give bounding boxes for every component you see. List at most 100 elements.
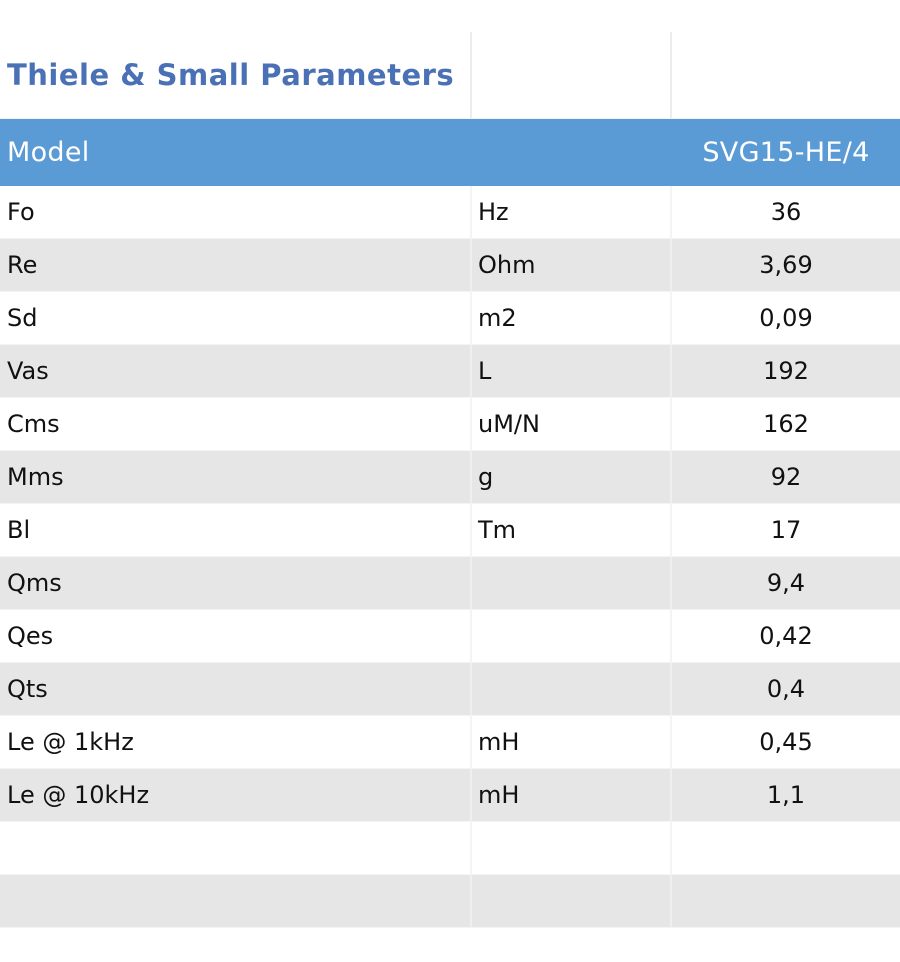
param-name: Bl: [7, 516, 31, 544]
param-unit: m2: [478, 304, 517, 332]
header-model-value: SVG15-HE/4: [702, 137, 870, 168]
empty-cell: [472, 875, 672, 927]
param-value: 0,4: [766, 675, 806, 703]
table-title: Thiele & Small Parameters: [7, 58, 455, 92]
param-unit: Hz: [478, 198, 509, 226]
unit-cell: Ohm: [472, 239, 672, 291]
unit-cell: Hz: [472, 186, 672, 238]
param-cell: Qes: [0, 610, 472, 662]
param-value: 162: [763, 410, 809, 438]
param-unit: Ohm: [478, 251, 536, 279]
param-cell: Mms: [0, 451, 472, 503]
value-cell: 92: [672, 451, 900, 503]
param-cell: Re: [0, 239, 472, 291]
param-value: 92: [770, 463, 802, 491]
unit-cell: m2: [472, 292, 672, 344]
param-value: 1,1: [766, 781, 806, 809]
table-row: Vas L 192: [0, 345, 900, 398]
table-row: Cms uM/N 162: [0, 398, 900, 451]
param-value: 0,09: [759, 304, 813, 332]
unit-cell: L: [472, 345, 672, 397]
unit-cell: mH: [472, 769, 672, 821]
value-cell: 17: [672, 504, 900, 556]
param-value: 17: [770, 516, 802, 544]
unit-cell: Tm: [472, 504, 672, 556]
empty-row: [0, 875, 900, 928]
empty-cell: [0, 822, 472, 874]
value-cell: 0,45: [672, 716, 900, 768]
param-unit: mH: [478, 728, 520, 756]
unit-cell: [472, 663, 672, 715]
table-row: Mms g 92: [0, 451, 900, 504]
value-cell: 3,69: [672, 239, 900, 291]
unit-cell: g: [472, 451, 672, 503]
header-model-label: Model: [7, 137, 90, 168]
param-unit: L: [478, 357, 492, 385]
param-name: Le @ 10kHz: [7, 781, 150, 809]
param-value: 0,45: [759, 728, 813, 756]
value-cell: 1,1: [672, 769, 900, 821]
param-cell: Le @ 1kHz: [0, 716, 472, 768]
value-cell: 0,09: [672, 292, 900, 344]
param-cell: Qts: [0, 663, 472, 715]
param-cell: Qms: [0, 557, 472, 609]
param-name: Cms: [7, 410, 60, 438]
param-cell: Bl: [0, 504, 472, 556]
value-cell: 162: [672, 398, 900, 450]
table-row: Sd m2 0,09: [0, 292, 900, 345]
table-row: Qts 0,4: [0, 663, 900, 716]
param-cell: Fo: [0, 186, 472, 238]
value-cell: 192: [672, 345, 900, 397]
param-unit: Tm: [478, 516, 517, 544]
param-value: 192: [763, 357, 809, 385]
table-row: Fo Hz 36: [0, 186, 900, 239]
param-unit: g: [478, 463, 494, 491]
param-cell: Cms: [0, 398, 472, 450]
empty-cell: [672, 822, 900, 874]
param-name: Qts: [7, 675, 48, 703]
parameters-table: Thiele & Small Parameters Model SVG15-HE…: [0, 32, 900, 928]
value-cell: 0,4: [672, 663, 900, 715]
title-spacer-cell: [472, 32, 672, 118]
title-spacer-cell: [672, 32, 900, 118]
param-value: 0,42: [759, 622, 813, 650]
param-cell: Le @ 10kHz: [0, 769, 472, 821]
param-unit: uM/N: [478, 410, 540, 438]
unit-cell: uM/N: [472, 398, 672, 450]
param-name: Qms: [7, 569, 62, 597]
empty-cell: [472, 822, 672, 874]
empty-row: [0, 822, 900, 875]
table-row: Qes 0,42: [0, 610, 900, 663]
param-name: Mms: [7, 463, 64, 491]
title-row: Thiele & Small Parameters: [0, 32, 900, 119]
unit-cell: [472, 557, 672, 609]
param-name: Re: [7, 251, 38, 279]
unit-cell: [472, 610, 672, 662]
param-name: Fo: [7, 198, 35, 226]
table-row: Qms 9,4: [0, 557, 900, 610]
param-value: 36: [770, 198, 802, 226]
param-cell: Sd: [0, 292, 472, 344]
value-cell: 0,42: [672, 610, 900, 662]
title-cell: Thiele & Small Parameters: [0, 32, 472, 118]
param-name: Qes: [7, 622, 54, 650]
value-cell: 9,4: [672, 557, 900, 609]
header-model-cell: SVG15-HE/4: [672, 119, 900, 186]
empty-cell: [0, 875, 472, 927]
param-value: 3,69: [759, 251, 813, 279]
table-row: Le @ 1kHz mH 0,45: [0, 716, 900, 769]
table-row: Bl Tm 17: [0, 504, 900, 557]
empty-cell: [672, 875, 900, 927]
unit-cell: mH: [472, 716, 672, 768]
param-name: Sd: [7, 304, 38, 332]
param-name: Vas: [7, 357, 49, 385]
table-row: Le @ 10kHz mH 1,1: [0, 769, 900, 822]
table-row: Re Ohm 3,69: [0, 239, 900, 292]
param-unit: mH: [478, 781, 520, 809]
param-name: Le @ 1kHz: [7, 728, 134, 756]
header-unit-cell: [472, 119, 672, 186]
value-cell: 36: [672, 186, 900, 238]
param-value: 9,4: [766, 569, 806, 597]
param-cell: Vas: [0, 345, 472, 397]
header-row: Model SVG15-HE/4: [0, 119, 900, 186]
